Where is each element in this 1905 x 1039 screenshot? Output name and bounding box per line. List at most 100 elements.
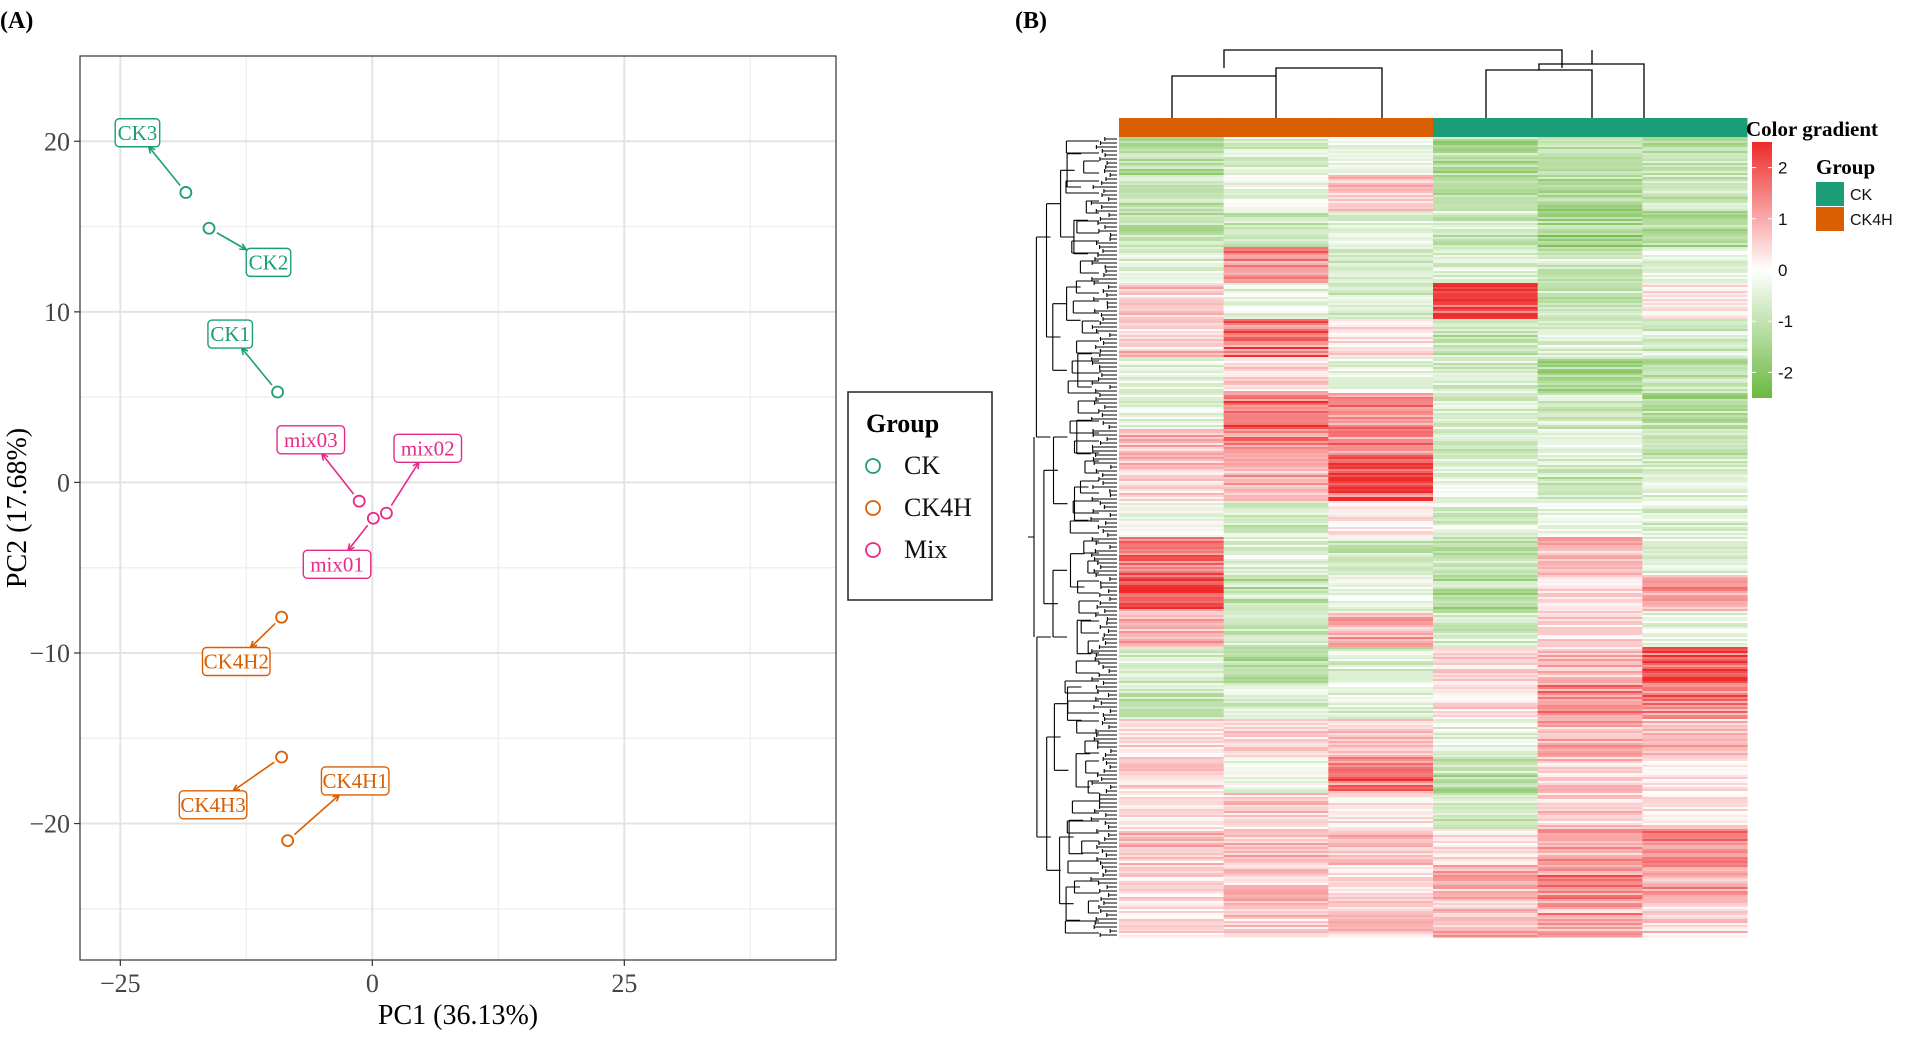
heatmap-cell xyxy=(1433,399,1539,402)
heatmap-cell xyxy=(1537,879,1643,882)
heatmap-cell xyxy=(1223,407,1329,410)
heatmap-cell xyxy=(1642,475,1748,478)
heatmap-cell xyxy=(1223,577,1329,580)
heatmap-cell xyxy=(1537,563,1643,566)
heatmap-cell xyxy=(1119,801,1225,804)
heatmap-cell xyxy=(1119,145,1225,148)
heatmap-cell xyxy=(1223,453,1329,456)
heatmap-cell xyxy=(1223,931,1329,934)
heatmap-cell xyxy=(1433,523,1539,526)
heatmap-cell xyxy=(1119,415,1225,418)
heatmap-cell xyxy=(1537,141,1643,144)
heatmap-cell xyxy=(1328,871,1434,874)
heatmap-cell xyxy=(1642,483,1748,486)
heatmap-cell xyxy=(1537,323,1643,326)
heatmap-cell xyxy=(1433,461,1539,464)
heatmap-cell xyxy=(1642,447,1748,450)
pca-label-arrow xyxy=(216,232,247,251)
heatmap-cell xyxy=(1433,649,1539,652)
heatmap-cell xyxy=(1119,323,1225,326)
heatmap-cell xyxy=(1537,319,1643,322)
heatmap-cell xyxy=(1223,563,1329,566)
heatmap-cell xyxy=(1537,167,1643,170)
heatmap-cell xyxy=(1537,373,1643,376)
heatmap-cell xyxy=(1223,507,1329,510)
heatmap-cell xyxy=(1433,417,1539,420)
heatmap-cell xyxy=(1328,597,1434,600)
heatmap-cell xyxy=(1537,539,1643,542)
heatmap-cell xyxy=(1433,255,1539,258)
heatmap-cell xyxy=(1642,299,1748,302)
heatmap-cell xyxy=(1537,911,1643,914)
heatmap-cell xyxy=(1433,557,1539,560)
heatmap-cell xyxy=(1328,173,1434,176)
heatmap-cell xyxy=(1223,421,1329,424)
heatmap-cell xyxy=(1537,679,1643,682)
heatmap-cell xyxy=(1328,573,1434,576)
heatmap-cell xyxy=(1642,605,1748,608)
heatmap-cell xyxy=(1328,229,1434,232)
heatmap-cell xyxy=(1642,845,1748,848)
heatmap-cell xyxy=(1328,787,1434,790)
heatmap-cell xyxy=(1223,927,1329,930)
heatmap-cell xyxy=(1537,321,1643,324)
heatmap-cell xyxy=(1223,381,1329,384)
heatmap-cell xyxy=(1223,657,1329,660)
heatmap-cell xyxy=(1642,601,1748,604)
heatmap-cell xyxy=(1433,487,1539,490)
heatmap-cell xyxy=(1223,223,1329,226)
heatmap-cell xyxy=(1642,387,1748,390)
heatmap-cell xyxy=(1642,517,1748,520)
heatmap-cell xyxy=(1119,675,1225,678)
heatmap-cell xyxy=(1223,225,1329,228)
heatmap-cell xyxy=(1223,387,1329,390)
heatmap-cell xyxy=(1642,929,1748,932)
heatmap-cell xyxy=(1328,333,1434,336)
heatmap-cell xyxy=(1223,663,1329,666)
heatmap-cell xyxy=(1537,337,1643,340)
heatmap-cell xyxy=(1433,597,1539,600)
heatmap-cell xyxy=(1223,845,1329,848)
heatmap-cell xyxy=(1642,899,1748,902)
heatmap-cell xyxy=(1223,649,1329,652)
heatmap-cell xyxy=(1328,615,1434,618)
heatmap-cell xyxy=(1642,437,1748,440)
heatmap-cell xyxy=(1433,875,1539,878)
heatmap-cell xyxy=(1642,755,1748,758)
heatmap-cell xyxy=(1537,451,1643,454)
heatmap-cell xyxy=(1642,641,1748,644)
heatmap-cell xyxy=(1328,795,1434,798)
heatmap-cell xyxy=(1119,173,1225,176)
heatmap-cell xyxy=(1119,511,1225,514)
heatmap-cell xyxy=(1119,893,1225,896)
heatmap-cell xyxy=(1537,891,1643,894)
heatmap-cell xyxy=(1433,323,1539,326)
heatmap-cell xyxy=(1642,429,1748,432)
heatmap-cell xyxy=(1119,349,1225,352)
heatmap-cell xyxy=(1433,279,1539,282)
heatmap-cell xyxy=(1642,633,1748,636)
heatmap-cell xyxy=(1223,765,1329,768)
heatmap-cell xyxy=(1642,169,1748,172)
heatmap-cell xyxy=(1433,831,1539,834)
heatmap-cell xyxy=(1642,465,1748,468)
heatmap-cell xyxy=(1328,299,1434,302)
heatmap-cell xyxy=(1119,639,1225,642)
heatmap-cell xyxy=(1119,665,1225,668)
heatmap-cell xyxy=(1119,199,1225,202)
heatmap-cell xyxy=(1433,811,1539,814)
heatmap-cell xyxy=(1433,467,1539,470)
heatmap-cell xyxy=(1642,829,1748,832)
heatmap-cell xyxy=(1328,487,1434,490)
heatmap-cell xyxy=(1328,219,1434,222)
pca-label-arrowhead xyxy=(239,243,248,251)
heatmap-cell xyxy=(1328,741,1434,744)
pca-label-arrow xyxy=(148,146,181,186)
heatmap-cell xyxy=(1119,293,1225,296)
heatmap-cell xyxy=(1433,741,1539,744)
heatmap-cell xyxy=(1642,213,1748,216)
heatmap-cell xyxy=(1642,803,1748,806)
heatmap-cell xyxy=(1223,231,1329,234)
heatmap-cell xyxy=(1223,445,1329,448)
